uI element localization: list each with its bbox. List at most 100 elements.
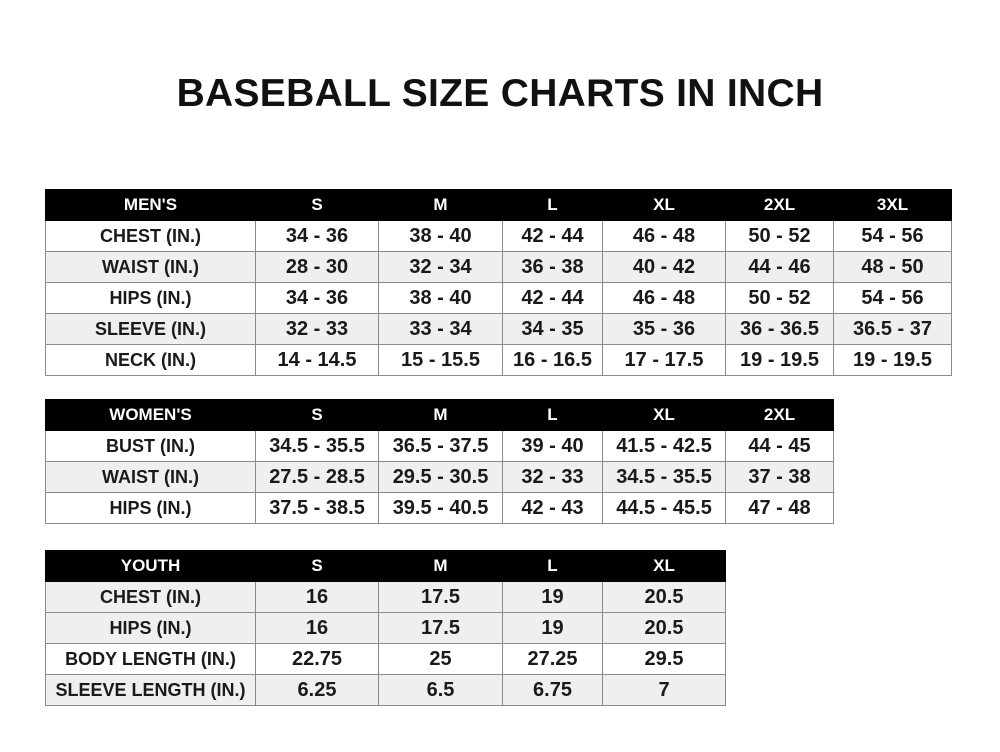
size-value: 27.5 - 28.5 xyxy=(255,461,379,493)
size-header: M xyxy=(378,550,503,582)
size-header: S xyxy=(255,399,379,431)
measurement-label: NECK (IN.) xyxy=(45,344,256,376)
size-value: 39.5 - 40.5 xyxy=(378,492,503,524)
size-value: 46 - 48 xyxy=(602,220,726,252)
size-value: 16 xyxy=(255,612,379,644)
size-value: 44 - 46 xyxy=(725,251,834,283)
size-value: 38 - 40 xyxy=(378,282,503,314)
size-header: S xyxy=(255,189,379,221)
measurement-label: HIPS (IN.) xyxy=(45,492,256,524)
size-value: 14 - 14.5 xyxy=(255,344,379,376)
size-value: 19 xyxy=(502,581,603,613)
size-header: M xyxy=(378,189,503,221)
size-value: 20.5 xyxy=(602,612,726,644)
size-value: 50 - 52 xyxy=(725,282,834,314)
measurement-label: BODY LENGTH (IN.) xyxy=(45,643,256,675)
size-header: S xyxy=(255,550,379,582)
table-row: WAIST (IN.) 27.5 - 28.5 29.5 - 30.5 32 - 33… xyxy=(45,461,834,493)
size-value: 19 - 19.5 xyxy=(833,344,952,376)
header-row: MEN'S S M L XL 2XL 3XL xyxy=(45,189,952,221)
size-header: XL xyxy=(602,550,726,582)
measurement-label: BUST (IN.) xyxy=(45,430,256,462)
measurement-label: HIPS (IN.) xyxy=(45,282,256,314)
table-row: SLEEVE LENGTH (IN.) 6.25 6.5 6.75 7 xyxy=(45,674,726,706)
size-header: L xyxy=(502,550,603,582)
size-value: 32 - 33 xyxy=(255,313,379,345)
size-value: 16 - 16.5 xyxy=(502,344,603,376)
size-value: 34 - 36 xyxy=(255,282,379,314)
size-value: 17.5 xyxy=(378,581,503,613)
table-row: SLEEVE (IN.) 32 - 33 33 - 34 34 - 35 35 - 36… xyxy=(45,313,952,345)
measurement-label: CHEST (IN.) xyxy=(45,581,256,613)
table-row: WAIST (IN.) 28 - 30 32 - 34 36 - 38 40 - 42 4… xyxy=(45,251,952,283)
womens-size-table: WOMEN'S S M L XL 2XL BUST (IN.) 34.5 - 35.5 36.5… xyxy=(45,399,834,524)
measurement-label: SLEEVE LENGTH (IN.) xyxy=(45,674,256,706)
size-value: 32 - 34 xyxy=(378,251,503,283)
size-value: 37.5 - 38.5 xyxy=(255,492,379,524)
size-header: XL xyxy=(602,399,726,431)
size-value: 36 - 36.5 xyxy=(725,313,834,345)
header-row: YOUTH S M L XL xyxy=(45,550,726,582)
size-value: 19 xyxy=(502,612,603,644)
measurement-label: CHEST (IN.) xyxy=(45,220,256,252)
size-value: 44 - 45 xyxy=(725,430,834,462)
size-value: 16 xyxy=(255,581,379,613)
size-value: 19 - 19.5 xyxy=(725,344,834,376)
size-value: 38 - 40 xyxy=(378,220,503,252)
measurement-label: HIPS (IN.) xyxy=(45,612,256,644)
size-value: 42 - 44 xyxy=(502,282,603,314)
size-header: 2XL xyxy=(725,189,834,221)
size-value: 17.5 xyxy=(378,612,503,644)
size-value: 34.5 - 35.5 xyxy=(255,430,379,462)
measurement-label: SLEEVE (IN.) xyxy=(45,313,256,345)
table-row: BUST (IN.) 34.5 - 35.5 36.5 - 37.5 39 - 40 4… xyxy=(45,430,834,462)
size-value: 54 - 56 xyxy=(833,220,952,252)
size-value: 42 - 44 xyxy=(502,220,603,252)
size-value: 6.75 xyxy=(502,674,603,706)
table-row: BODY LENGTH (IN.) 22.75 25 27.25 29.5 xyxy=(45,643,726,675)
table-row: CHEST (IN.) 16 17.5 19 20.5 xyxy=(45,581,726,613)
category-header: MEN'S xyxy=(45,189,256,221)
size-value: 42 - 43 xyxy=(502,492,603,524)
measurement-label: WAIST (IN.) xyxy=(45,251,256,283)
size-header: M xyxy=(378,399,503,431)
size-value: 22.75 xyxy=(255,643,379,675)
size-value: 41.5 - 42.5 xyxy=(602,430,726,462)
size-value: 6.5 xyxy=(378,674,503,706)
size-value: 44.5 - 45.5 xyxy=(602,492,726,524)
table-row: NECK (IN.) 14 - 14.5 15 - 15.5 16 - 16.5 17 … xyxy=(45,344,952,376)
size-value: 50 - 52 xyxy=(725,220,834,252)
size-value: 35 - 36 xyxy=(602,313,726,345)
size-value: 36 - 38 xyxy=(502,251,603,283)
table-row: HIPS (IN.) 16 17.5 19 20.5 xyxy=(45,612,726,644)
size-value: 6.25 xyxy=(255,674,379,706)
size-value: 7 xyxy=(602,674,726,706)
size-value: 39 - 40 xyxy=(502,430,603,462)
size-value: 33 - 34 xyxy=(378,313,503,345)
table-row: HIPS (IN.) 37.5 - 38.5 39.5 - 40.5 42 - 43 4… xyxy=(45,492,834,524)
size-value: 29.5 - 30.5 xyxy=(378,461,503,493)
size-header: 3XL xyxy=(833,189,952,221)
page-title: BASEBALL SIZE CHARTS IN INCH xyxy=(176,72,824,115)
size-header: 2XL xyxy=(725,399,834,431)
category-header: WOMEN'S xyxy=(45,399,256,431)
size-header: L xyxy=(502,189,603,221)
size-value: 46 - 48 xyxy=(602,282,726,314)
size-value: 29.5 xyxy=(602,643,726,675)
size-value: 36.5 - 37 xyxy=(833,313,952,345)
size-value: 32 - 33 xyxy=(502,461,603,493)
size-value: 34.5 - 35.5 xyxy=(602,461,726,493)
size-value: 36.5 - 37.5 xyxy=(378,430,503,462)
table-row: CHEST (IN.) 34 - 36 38 - 40 42 - 44 46 - 48 5… xyxy=(45,220,952,252)
size-value: 34 - 35 xyxy=(502,313,603,345)
header-row: WOMEN'S S M L XL 2XL xyxy=(45,399,834,431)
table-row: HIPS (IN.) 34 - 36 38 - 40 42 - 44 46 - 48 50… xyxy=(45,282,952,314)
size-value: 37 - 38 xyxy=(725,461,834,493)
measurement-label: WAIST (IN.) xyxy=(45,461,256,493)
size-header: L xyxy=(502,399,603,431)
size-value: 54 - 56 xyxy=(833,282,952,314)
category-header: YOUTH xyxy=(45,550,256,582)
size-value: 34 - 36 xyxy=(255,220,379,252)
size-value: 17 - 17.5 xyxy=(602,344,726,376)
size-header: XL xyxy=(602,189,726,221)
